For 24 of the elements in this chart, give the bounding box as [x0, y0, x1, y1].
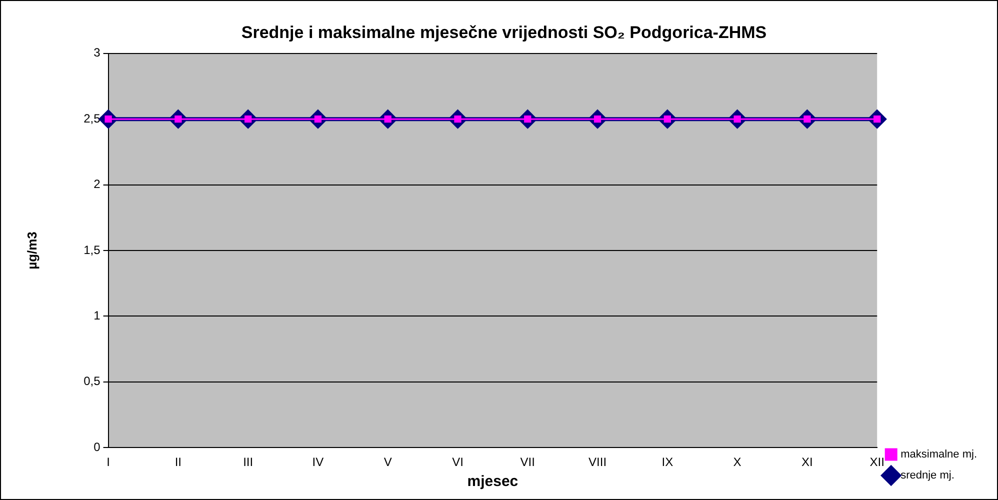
- x-tick-label: VII: [520, 455, 535, 470]
- x-tick-label: IX: [662, 455, 674, 470]
- y-tick-label: 3: [94, 46, 101, 60]
- x-tick-label: V: [384, 455, 392, 470]
- y-tick-label: 0,5: [84, 374, 101, 388]
- x-tick-label: II: [174, 455, 182, 470]
- x-tick-label: VIII: [588, 455, 607, 470]
- y-tick-label: 2,5: [84, 111, 101, 126]
- x-tick-label: VI: [452, 455, 464, 470]
- legend-label: srednje mj.: [900, 470, 954, 482]
- x-tick-label: X: [733, 455, 742, 470]
- legend-label: maksimalne mj.: [900, 448, 977, 461]
- y-axis-title: µg/m3: [24, 232, 40, 270]
- y-tick-label: 2: [94, 177, 101, 192]
- x-tick-label: IV: [312, 455, 324, 470]
- y-tick-label: 1,5: [84, 242, 101, 257]
- x-tick-label: XI: [802, 455, 813, 470]
- x-axis-title: mjesec: [467, 473, 518, 490]
- y-tick-label: 0: [94, 440, 101, 454]
- x-tick-label: I: [106, 455, 110, 470]
- chart-title: Srednje i maksimalne mjesečne vrijednosti SO₂ Podgorica-ZHMS: [241, 22, 767, 42]
- y-tick-label: 1: [94, 308, 101, 323]
- x-tick-label: XII: [870, 455, 884, 470]
- x-tick-label: III: [243, 455, 254, 470]
